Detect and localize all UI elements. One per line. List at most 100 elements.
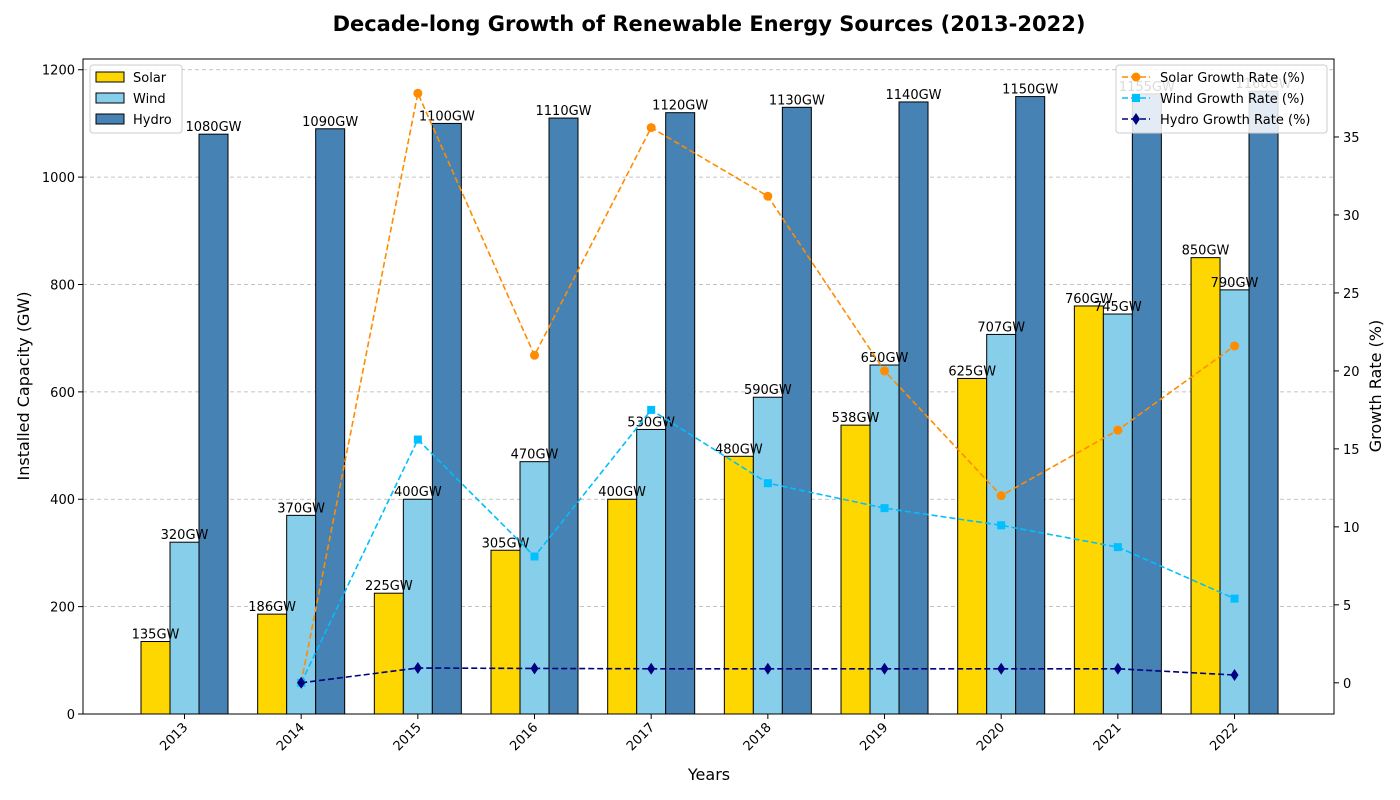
bar-wind [402,498,433,715]
bar-value-label: 1130GW [769,93,825,108]
x-tick-label: 2015 [391,720,425,754]
legend-label: Solar [133,71,167,86]
growth-point [1113,425,1123,435]
bar-solar [840,424,871,715]
y-axis-label: Installed Capacity (GW) [14,292,33,481]
bar-value-label: 480GW [715,442,763,457]
x-tick-label: 2022 [1207,720,1241,754]
bar-value-label: 1080GW [185,120,241,135]
x-axis-ticks: 2013 2014 2015 2016 2017 2018 2019 2020 2021 2022 [157,714,1241,754]
bar-value-label: 760GW [1065,292,1113,307]
growth-point [647,405,656,414]
growth-point [646,123,656,133]
bar-wind [752,396,783,715]
bar-value-label: 370GW [277,501,325,516]
bar-solar [373,592,404,715]
y-axis-ticks: 0 200 400 600 800 1000 1200 [42,64,83,723]
bar-solar [607,498,638,715]
y-tick-label: 0 [67,708,75,723]
bar-hydro [315,128,346,715]
growth-point [413,435,422,444]
bar-value-label: 400GW [598,485,646,500]
bar-value-label: 538GW [832,411,880,426]
bar-value-label: 186GW [248,600,296,615]
y2-tick-label: 35 [1343,131,1360,146]
legend-swatch [95,113,125,125]
growth-point [997,662,1006,675]
y2-axis-label: Growth Rate (%) [1366,320,1385,452]
bar-solar [1190,257,1221,715]
x-tick-label: 2016 [507,720,541,754]
bar-value-label: 650GW [861,351,909,366]
growth-point [530,350,540,360]
bar-solar [140,641,171,715]
growth-point [880,366,890,376]
y-tick-label: 600 [50,386,75,401]
bar-wind [1219,289,1250,715]
bar-hydro [1015,96,1046,715]
bar-value-label: 707GW [977,320,1025,335]
growth-point [297,676,306,689]
legend-label: Solar Growth Rate (%) [1160,71,1305,86]
x-tick-label: 2018 [741,720,775,754]
x-tick-label: 2019 [857,720,891,754]
y2-tick-label: 20 [1343,365,1360,380]
growth-point [1113,543,1122,552]
bar-hydro [1131,93,1162,715]
bar-wind [519,461,550,715]
y2-tick-label: 0 [1343,677,1351,692]
bar-hydro [781,106,812,715]
bar-solar [257,613,288,715]
growth-point [763,191,773,201]
growth-point [763,479,772,488]
bar-value-label: 625GW [948,364,996,379]
legend-box [1115,64,1328,134]
bar-hydro [431,122,462,715]
x-tick-label: 2014 [274,720,308,754]
bar-value-label: 400GW [394,485,442,500]
x-tick-label: 2013 [157,720,191,754]
bar-hydro [665,112,696,715]
growth-point [763,662,772,675]
bar-value-label: 1140GW [886,88,942,103]
y2-axis-ticks: 0 5 10 15 20 25 30 35 [1334,131,1360,692]
y2-tick-label: 30 [1343,209,1360,224]
bar-value-label: 850GW [1182,244,1230,259]
bar-hydro [898,101,929,715]
bar-hydro [198,133,229,715]
growth-point [1230,669,1239,682]
growth-point [647,662,656,675]
legend-marker [1132,94,1140,102]
bars [140,90,1279,715]
growth-point [530,662,539,675]
y-tick-label: 1200 [42,64,75,79]
growth-lines [296,88,1240,689]
bar-value-label: 790GW [1211,276,1259,291]
legend-lines: Solar Growth Rate (%) Wind Growth Rate (%… [1115,64,1328,134]
bar-value-label: 225GW [365,579,413,594]
growth-point [413,88,423,98]
bar-solar [1073,305,1104,715]
bar-hydro [1248,90,1279,715]
y2-tick-label: 5 [1343,599,1351,614]
growth-point [880,662,889,675]
bar-value-label: 1110GW [536,104,592,119]
y-tick-label: 400 [50,493,75,508]
bar-value-label: 745GW [1094,300,1142,315]
bar-value-label: 530GW [627,415,675,430]
legend-label: Hydro Growth Rate (%) [1160,113,1311,128]
bar-value-label: 1120GW [652,99,708,114]
plot-frame [82,58,1335,715]
y2-tick-label: 10 [1343,521,1360,536]
legend-label: Wind Growth Rate (%) [1160,92,1304,107]
bar-wind [1102,313,1133,715]
bar-hydro [548,117,579,715]
growth-point [1230,594,1239,603]
bar-value-label: 1100GW [419,109,475,124]
x-tick-label: 2020 [974,720,1008,754]
legend-bars: Solar Wind Hydro [89,64,183,134]
bar-value-label: 135GW [132,628,180,643]
growth-point [1230,341,1240,351]
grid-lines [83,69,1334,608]
